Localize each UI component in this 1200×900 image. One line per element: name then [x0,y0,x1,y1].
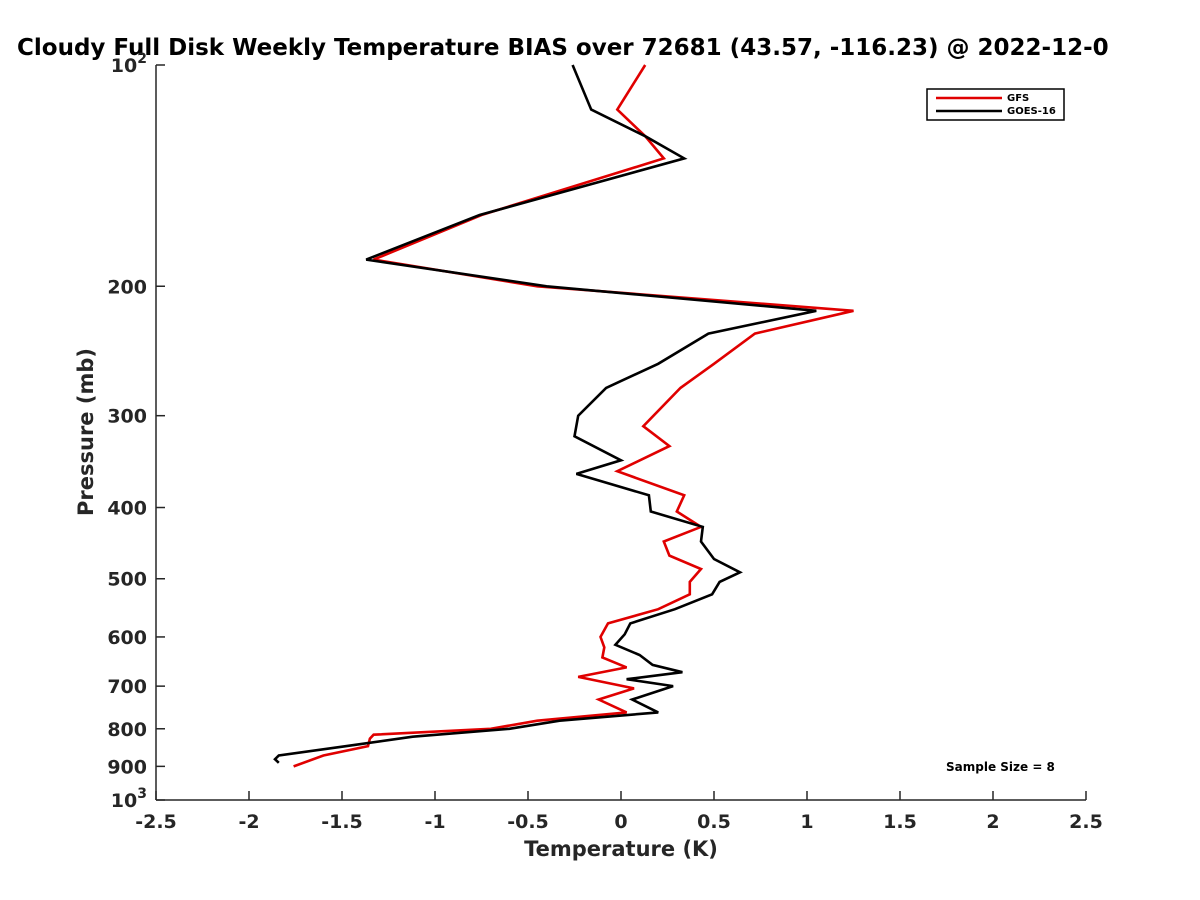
legend: GFS GOES-16 [926,88,1065,121]
x-tick-label: -0.5 [507,811,549,833]
x-tick-label: 1.5 [883,811,917,833]
plot-series [273,64,854,768]
y-tick-label: 102 [111,51,147,77]
y-tick-label: 103 [111,786,147,812]
y-tick-label-exponent: 3 [137,786,147,802]
y-tick-label: 200 [107,276,147,298]
sample-size-annotation: Sample Size = 8 [946,760,1055,774]
y-tick-label: 600 [107,627,147,649]
y-tick-label-base: 10 [111,790,137,812]
series-line-gfs [293,64,854,768]
legend-label-goes16: GOES-16 [1007,106,1056,117]
series-line-goes16 [273,64,817,764]
x-tick-label: -1 [424,811,445,833]
x-tick-label: -1.5 [321,811,363,833]
y-tick-label: 400 [107,498,147,520]
x-tick-label: 2 [986,811,999,833]
y-tick-label-base: 10 [111,55,137,77]
y-tick-label: 500 [107,569,147,591]
x-tick-label: 0 [614,811,627,833]
y-tick-label-exponent: 2 [137,51,147,67]
x-tick-label: 1 [800,811,813,833]
x-axis-label: Temperature (K) [524,837,718,861]
y-tick-label: 300 [107,406,147,428]
y-tick-label: 800 [107,719,147,741]
legend-label-gfs: GFS [1007,93,1029,104]
y-tick-label: 900 [107,756,147,778]
x-tick-label: -2.5 [135,811,177,833]
y-tick-label: 700 [107,676,147,698]
x-ticks: -2.5 -2 -1.5 -1 -0.5 0 0.5 1 1.5 2 2.5 [135,791,1103,833]
x-tick-label: 0.5 [697,811,731,833]
x-tick-label: 2.5 [1069,811,1103,833]
legend-box [926,88,1065,121]
chart-title: Cloudy Full Disk Weekly Temperature BIAS… [17,35,1109,61]
y-axis-label: Pressure (mb) [74,348,98,516]
x-tick-label: -2 [238,811,259,833]
